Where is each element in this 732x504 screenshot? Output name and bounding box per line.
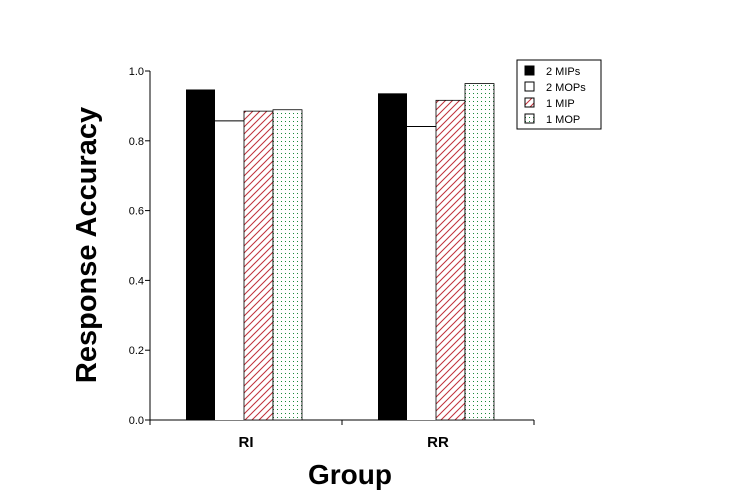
x-axis: RI RR <box>149 419 535 451</box>
legend-swatch <box>524 113 535 124</box>
bar <box>378 93 407 420</box>
x-category-label: RI <box>239 434 254 451</box>
bar <box>186 89 215 420</box>
bar <box>435 99 466 421</box>
y-tick-label: 0.0 <box>129 415 144 427</box>
legend: 2 MIPs 2 MOPs 1 MIP 1 MOP <box>516 59 602 130</box>
bar <box>243 110 274 421</box>
bar <box>464 83 495 421</box>
y-tick-label: 0.4 <box>129 275 144 287</box>
legend-label: 2 MIPs <box>546 66 581 78</box>
legend-swatch <box>524 81 535 92</box>
bar <box>407 126 436 420</box>
legend-label: 2 MOPs <box>546 82 586 94</box>
y-axis: 0.0 0.2 0.4 0.6 0.8 1.0 <box>129 66 151 427</box>
y-tick-label: 1.0 <box>129 66 144 78</box>
bars-layer <box>186 83 495 421</box>
legend-swatch <box>524 65 535 76</box>
legend-swatch <box>524 97 535 108</box>
bar <box>215 120 244 421</box>
x-category-label: RR <box>427 434 449 451</box>
y-tick-label: 0.2 <box>129 345 144 357</box>
legend-label: 1 MOP <box>546 114 580 126</box>
y-tick-label: 0.6 <box>129 206 144 218</box>
y-tick-label: 0.8 <box>129 136 144 148</box>
x-axis-title: Group <box>308 459 392 490</box>
bar <box>272 109 303 421</box>
y-axis-title: Response Accuracy <box>71 107 103 383</box>
legend-label: 1 MIP <box>546 98 575 110</box>
